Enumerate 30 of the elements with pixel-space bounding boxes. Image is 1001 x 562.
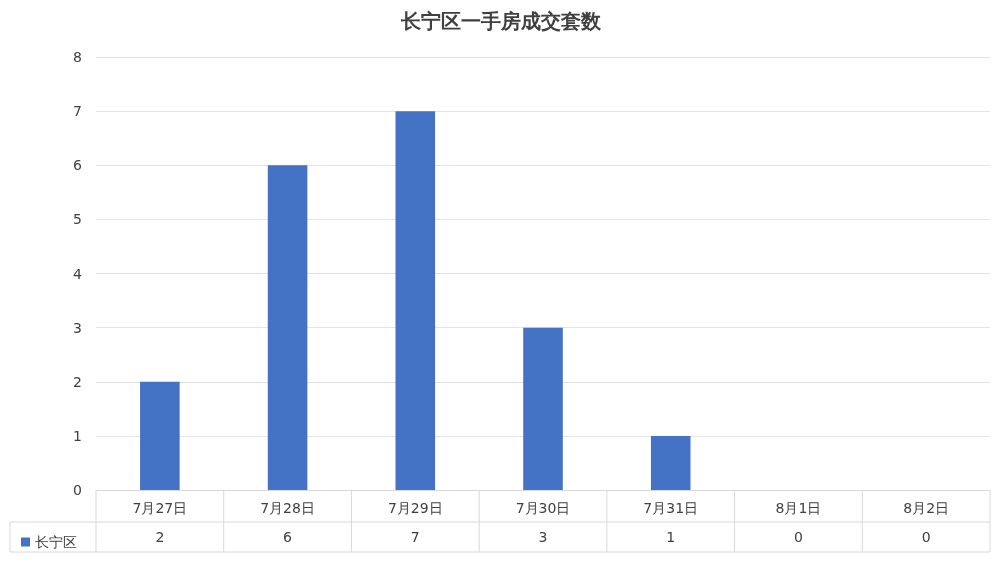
x-tick-label: 7月30日: [515, 500, 571, 516]
x-tick-label: 8月2日: [903, 500, 950, 516]
bar: [523, 327, 563, 490]
x-tick-label: 7月28日: [260, 500, 315, 516]
y-tick-label: 8: [73, 49, 82, 65]
data-label: 2: [155, 529, 165, 545]
data-label: 0: [921, 529, 931, 545]
y-tick-label: 2: [73, 373, 82, 390]
x-tick-label: 8月1日: [775, 500, 822, 516]
data-label: 0: [793, 529, 803, 545]
y-tick-label: 3: [73, 319, 82, 336]
y-tick-label: 4: [73, 265, 83, 282]
x-tick-label: 7月27日: [132, 500, 188, 516]
data-label: 6: [283, 529, 293, 545]
x-tick-label: 7月29日: [387, 500, 443, 516]
legend-label: 长宁区: [35, 534, 77, 550]
y-tick-label: 7: [73, 103, 82, 120]
y-tick-label: 1: [73, 427, 82, 444]
data-label: 7: [410, 529, 420, 545]
bar: [140, 381, 180, 490]
x-tick-label: 7月31日: [643, 500, 699, 516]
chart-title: 长宁区一手房成交套数: [399, 9, 602, 33]
y-tick-label: 0: [73, 482, 82, 498]
bar: [650, 435, 691, 490]
bar: [395, 111, 436, 490]
data-label: 3: [538, 529, 548, 545]
data-label: 1: [666, 529, 676, 545]
y-tick-label: 5: [73, 211, 82, 228]
bar: [267, 165, 308, 490]
y-tick-label: 6: [73, 157, 83, 174]
